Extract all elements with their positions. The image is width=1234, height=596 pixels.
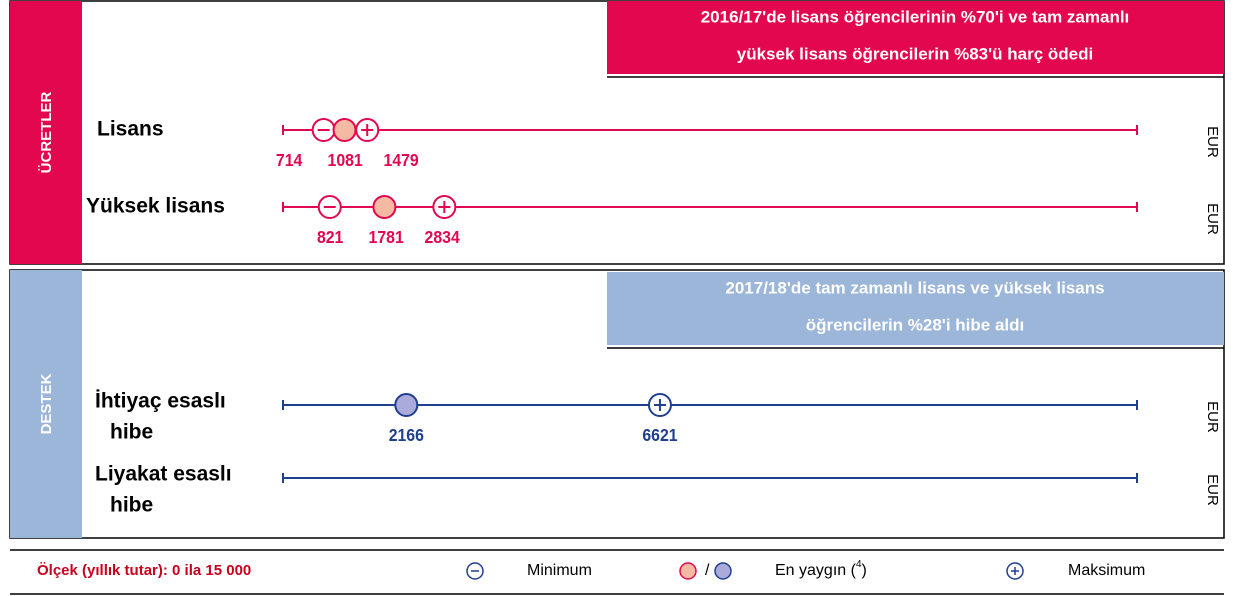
legend-icon (679, 562, 697, 580)
scale-label: Ölçek (yıllık tutar): 0 ila 15 000 (37, 562, 251, 579)
common-circle (372, 195, 397, 219)
legend-text: Minimum (527, 562, 592, 579)
value-label: 6621 (642, 425, 677, 445)
panel-name: ÜCRETLER (38, 92, 55, 174)
row-label: İhtiyaç esaslı (95, 390, 226, 413)
note-text: öğrencilerin %28'i hibe aldı (806, 315, 1025, 334)
legend-text: Maksimum (1068, 562, 1145, 579)
unit-label: EUR (1204, 203, 1221, 235)
legend-text-part: En yaygın ( (775, 562, 857, 579)
row-label: Liyakat esaslı (95, 463, 232, 486)
row-label: hibe (110, 494, 153, 517)
unit-label: EUR (1204, 474, 1221, 506)
common-marker (372, 195, 397, 219)
note-text: 2016/17'de lisans öğrencilerinin %70'i v… (701, 7, 1130, 26)
legend-text: En yaygın (4) (775, 559, 867, 580)
panel-sidebar (10, 270, 82, 538)
panel-sidebar (10, 1, 82, 264)
common-marker (394, 393, 419, 417)
note-box (607, 272, 1224, 345)
max-marker (355, 118, 380, 142)
legend-text-part: ) (862, 562, 867, 579)
legend-circle (714, 562, 732, 580)
max-marker (647, 393, 672, 417)
panel-name: DESTEK (38, 373, 55, 434)
legend-circle (679, 562, 697, 580)
common-circle (394, 393, 419, 417)
unit-label: EUR (1204, 401, 1221, 433)
footnote-ref: 4 (856, 559, 862, 570)
legend-icon (1006, 562, 1024, 580)
common-circle (332, 118, 357, 142)
row-label: hibe (110, 421, 153, 444)
row-label: Yüksek lisans (86, 195, 225, 218)
value-label: 1479 (384, 150, 419, 170)
note-box (607, 1, 1224, 74)
value-label: 2834 (425, 227, 461, 247)
unit-label: EUR (1204, 126, 1221, 158)
min-marker (317, 195, 342, 219)
note-text: 2017/18'de tam zamanlı lisans ve yüksek … (725, 278, 1104, 297)
row-label: Lisans (97, 118, 164, 141)
value-label: 2166 (389, 425, 424, 445)
value-label: 1781 (369, 227, 404, 247)
value-label: 714 (276, 150, 303, 170)
common-marker (332, 118, 357, 142)
value-label: 821 (317, 227, 343, 247)
legend-icon (714, 562, 732, 580)
value-label: 1081 (328, 150, 363, 170)
min-marker (311, 118, 336, 142)
legend-text: / (705, 562, 710, 579)
legend-icon (466, 562, 484, 580)
note-text: yüksek lisans öğrencilerin %83'ü harç öd… (737, 44, 1093, 63)
max-marker (432, 195, 457, 219)
